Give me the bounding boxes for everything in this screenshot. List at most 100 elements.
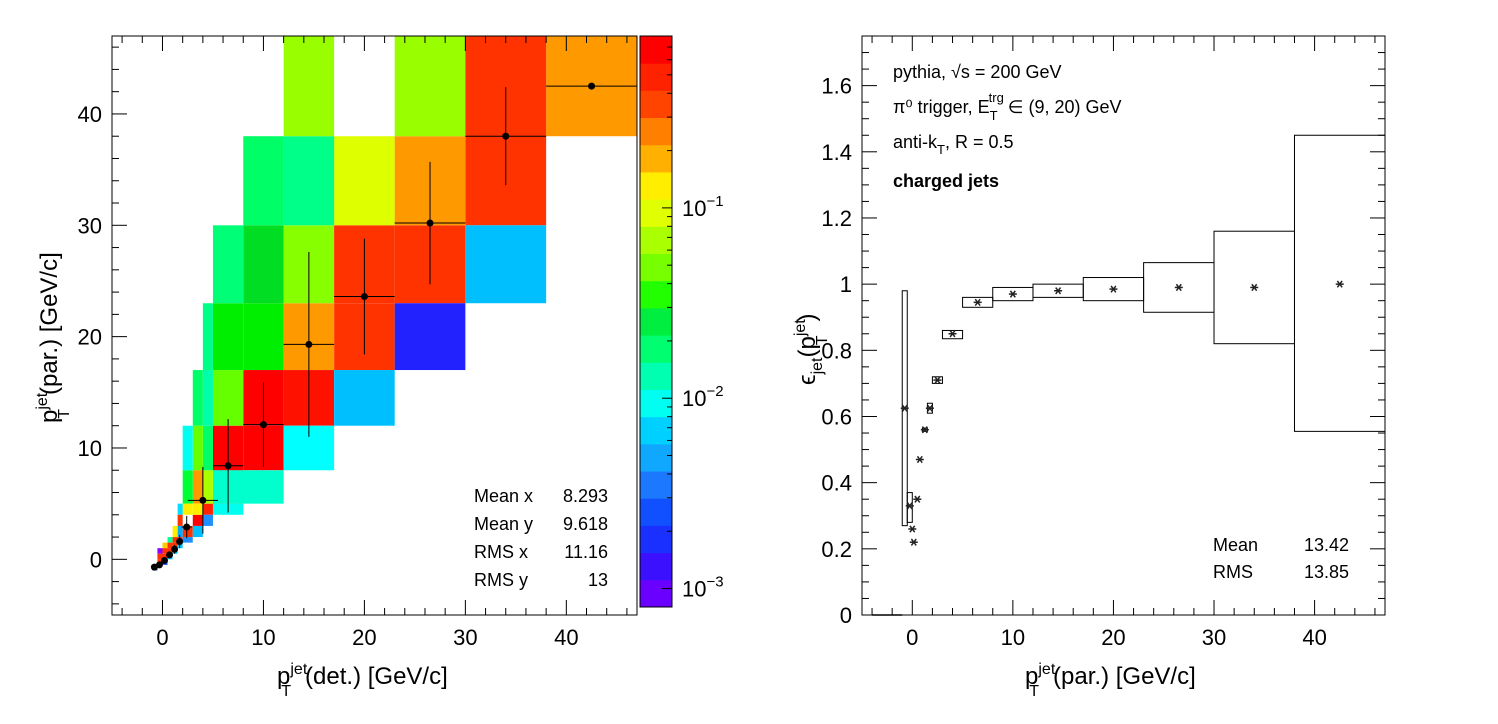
heatmap-cell	[192, 514, 203, 526]
efficiency-point	[1174, 283, 1183, 292]
heatmap-cell	[202, 370, 213, 426]
heatmap-cell	[394, 303, 466, 371]
heatmap-cell	[202, 303, 213, 371]
y-tick-label: 10	[78, 436, 102, 461]
y-tick-label: 0.8	[821, 338, 852, 363]
colorbar-segment	[640, 498, 672, 526]
left-heatmap-panel: 0 0 10 10 20 20 30 30 40 40 10−3 10−2 10−1 pjet T(de…	[34, 35, 724, 700]
colorbar-segment	[640, 171, 672, 200]
y-tick-label: 0.6	[821, 404, 852, 429]
profile-point	[305, 340, 313, 348]
colorbar-segment	[640, 117, 672, 146]
heatmap-cell	[182, 503, 193, 515]
efficiency-point	[1054, 287, 1063, 295]
uncertainty-box	[962, 296, 994, 308]
right-frame	[861, 35, 1386, 616]
y-tick-label: 30	[78, 213, 102, 238]
y-tick-label: 0	[90, 547, 102, 572]
heatmap-cell	[192, 470, 203, 504]
x-tick-label: 40	[554, 625, 578, 650]
heatmap-cell	[172, 542, 178, 549]
y-tick-label: 40	[78, 102, 102, 127]
heatmap-cell	[465, 225, 547, 304]
y-tick-label: 0.4	[821, 471, 852, 496]
heatmap-cell	[202, 514, 213, 526]
heatmap-cell	[167, 548, 173, 554]
heatmap-cell	[157, 548, 163, 554]
colorbar-tick-label: 10−3	[682, 574, 724, 602]
x-tick-label: 30	[1202, 625, 1226, 650]
heatmap-cell	[162, 548, 168, 554]
stat-value: 9.618	[563, 514, 608, 534]
y-tick-label: 1	[840, 272, 852, 297]
right-x-axis-label: pjet T(par.) [GeV/c]	[1025, 661, 1196, 700]
heatmap-cell	[162, 553, 168, 560]
uncertainty-box	[931, 376, 943, 384]
right-plot-area	[862, 36, 1385, 615]
colorbar-segment	[640, 362, 672, 390]
stat-label: Mean x	[474, 486, 533, 506]
heatmap-cell	[334, 136, 395, 226]
x-tick-label: 20	[1101, 625, 1125, 650]
heatmap-cell	[192, 370, 203, 426]
colorbar-segment	[640, 443, 672, 472]
profile-point	[166, 551, 174, 559]
legend-line-4: charged jets	[893, 171, 999, 191]
x-tick-label: 20	[352, 625, 376, 650]
heatmap-cell	[212, 225, 244, 304]
star-stroke	[914, 495, 921, 503]
colorbar-segment	[640, 579, 672, 608]
heatmap-cell	[177, 542, 183, 549]
colorbar-tick-label: 10−2	[682, 383, 724, 411]
colorbar-segment	[640, 90, 672, 119]
efficiency-point	[908, 525, 917, 533]
star-stroke	[1009, 290, 1016, 298]
star-stroke	[1175, 283, 1182, 292]
x-tick-label: 30	[453, 625, 477, 650]
heatmap-cell	[192, 503, 203, 515]
profile-point	[426, 219, 434, 227]
profile-point	[183, 523, 191, 531]
y-tick-label: 1.2	[821, 206, 852, 231]
heatmap-cell	[177, 514, 183, 526]
stat-value: 13.85	[1304, 562, 1349, 582]
star-stroke	[1110, 285, 1117, 293]
heatmap-cell	[162, 542, 168, 549]
profile-point	[259, 421, 267, 429]
x-tick-label: 0	[156, 625, 168, 650]
colorbar-segment	[640, 253, 672, 282]
heatmap-cell	[192, 425, 203, 471]
colorbar	[639, 35, 673, 608]
legend-line-1: pythia, √s = 200 GeV	[893, 62, 1061, 82]
heatmap-cell	[283, 136, 335, 226]
heatmap-cells	[152, 36, 637, 571]
stat-label: Mean y	[474, 514, 533, 534]
colorbar-segment	[640, 307, 672, 336]
stat-label: RMS	[1213, 562, 1253, 582]
colorbar-segment	[640, 335, 672, 363]
efficiency-point	[900, 404, 909, 412]
heatmap-cell	[202, 470, 213, 504]
heatmap-cell	[202, 503, 213, 515]
right-efficiency-panel: 0 10 20 30 40 0 0.2 0.4 0.6 0.8 1 1.2 1.4 1.6 pythia,…	[792, 35, 1386, 700]
profile-point	[199, 496, 207, 504]
y-tick-label: 1.6	[821, 74, 852, 99]
efficiency-point	[905, 502, 914, 510]
heatmap-cell	[334, 370, 395, 426]
left-axis-ticks: 0 0 10 10 20 20 30 30 40 40	[78, 36, 628, 650]
star-stroke	[906, 502, 913, 510]
colorbar-segment	[640, 552, 672, 581]
heatmap-cell	[167, 537, 173, 543]
heatmap-cell	[394, 36, 466, 137]
star-stroke	[949, 330, 956, 338]
star-stroke	[1251, 283, 1258, 292]
efficiency-points	[900, 280, 1344, 546]
star-stroke	[1336, 280, 1343, 288]
stat-value: 13.42	[1304, 535, 1349, 555]
star-stroke	[1055, 287, 1062, 295]
stat-value: 13	[588, 570, 608, 590]
efficiency-point	[948, 330, 957, 338]
right-y-axis-label: ϵjet(pjetT)	[792, 313, 831, 385]
star-stroke	[901, 404, 908, 412]
